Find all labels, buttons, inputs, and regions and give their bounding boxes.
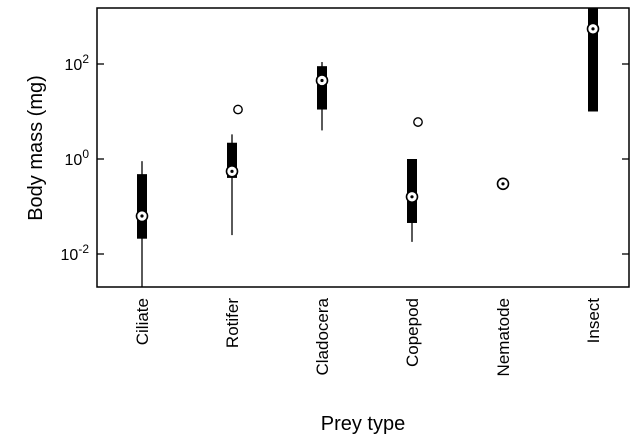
- x-category-label-ciliate: Ciliate: [133, 298, 152, 345]
- y-tick-label: 10-2: [61, 242, 90, 264]
- median-dot-ciliate: [140, 214, 144, 218]
- x-category-label-nematode: Nematode: [494, 298, 513, 376]
- median-dot-cladocera: [320, 78, 324, 83]
- median-dot-nematode: [501, 182, 505, 186]
- y-tick-label: 102: [65, 52, 90, 74]
- median-dot-insect: [591, 27, 595, 31]
- x-axis-title: Prey type: [321, 413, 405, 435]
- box-cladocera: [317, 66, 327, 110]
- x-category-label-cladocera: Cladocera: [313, 297, 332, 375]
- outlier-copepod-0: [413, 117, 423, 127]
- box-insect: [588, 8, 598, 112]
- x-category-label-copepod: Copepod: [403, 298, 422, 367]
- y-tick-label: 100: [65, 147, 90, 169]
- chart-marks: [135, 8, 600, 287]
- y-axis-title: Body mass (mg): [25, 75, 47, 221]
- x-axis-category-labels: Ciliate Rotifer Cladocera Copepod Nematode In…: [133, 297, 603, 376]
- x-category-label-insect: Insect: [584, 298, 603, 344]
- outlier-rotifer-0: [233, 104, 243, 115]
- box-rotifer: [227, 142, 237, 178]
- box-ciliate: [137, 174, 147, 239]
- y-axis-ticks: 102 100 10-2: [61, 52, 629, 264]
- x-category-label-rotifer: Rotifer: [223, 298, 242, 348]
- median-dot-copepod: [410, 195, 414, 199]
- median-dot-rotifer: [230, 169, 234, 173]
- plot-frame: [96, 7, 630, 288]
